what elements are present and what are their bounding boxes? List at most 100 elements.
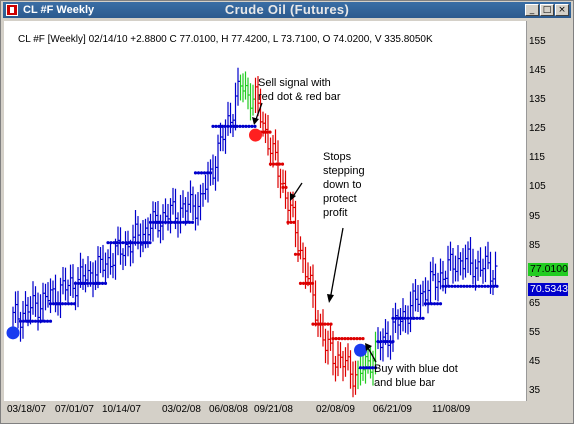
stop-dot-blue bbox=[244, 124, 248, 128]
stop-dot-blue bbox=[208, 171, 213, 175]
stop-dot-blue bbox=[142, 241, 146, 245]
stop-dot-blue bbox=[483, 284, 487, 288]
stop-dot-blue bbox=[33, 319, 38, 323]
stop-dot-blue bbox=[100, 281, 105, 285]
sell-arrowhead bbox=[252, 117, 259, 125]
minimize-button[interactable]: _ bbox=[525, 4, 539, 16]
stop-dot-blue bbox=[121, 241, 125, 245]
stop-dot-red bbox=[331, 337, 335, 341]
stop-dot-blue bbox=[379, 339, 383, 344]
stop-dot-red bbox=[274, 162, 279, 166]
buy-signal-dot bbox=[354, 343, 367, 357]
stop-dot-blue bbox=[88, 281, 93, 285]
stop-dot-blue bbox=[91, 281, 96, 285]
stop-dot-blue bbox=[39, 319, 44, 323]
stop-dot-blue bbox=[406, 316, 410, 320]
stop-dot-red bbox=[286, 220, 290, 224]
close-button[interactable]: × bbox=[555, 4, 569, 16]
stop-dot-blue bbox=[54, 302, 59, 306]
chart-title: Crude Oil (Futures) bbox=[224, 2, 350, 17]
stop-dot-blue bbox=[148, 241, 152, 245]
y-tick-label: 125 bbox=[529, 123, 546, 135]
stop-dot-blue bbox=[69, 302, 74, 306]
stop-dot-blue bbox=[429, 302, 434, 306]
x-tick-label: 02/08/09 bbox=[316, 404, 355, 415]
stop-dot-blue bbox=[450, 284, 454, 288]
stop-dot-blue bbox=[226, 124, 230, 128]
stop-dot-red bbox=[326, 322, 330, 326]
stop-dot-blue bbox=[97, 281, 102, 285]
stop-dot-red bbox=[346, 337, 350, 341]
stop-dot-red bbox=[281, 185, 285, 190]
stop-dot-blue bbox=[112, 241, 116, 245]
stop-dot-red bbox=[304, 281, 309, 285]
stop-dot-blue bbox=[163, 220, 168, 224]
stop-dot-blue bbox=[48, 319, 53, 323]
stop-dot-blue bbox=[18, 319, 23, 323]
stop-dot-blue bbox=[154, 220, 159, 224]
buy-signal-dot bbox=[6, 326, 20, 340]
stop-dot-blue bbox=[403, 316, 407, 320]
app-icon bbox=[6, 4, 18, 16]
stop-dot-blue bbox=[423, 302, 428, 306]
stop-dot-blue bbox=[130, 241, 134, 245]
stop-dot-blue bbox=[205, 171, 210, 175]
y-tick-label: 105 bbox=[529, 181, 546, 193]
stop-dot-blue bbox=[79, 281, 84, 285]
stop-dot-red bbox=[265, 130, 269, 134]
stop-dot-blue bbox=[148, 220, 153, 224]
stop-dot-red bbox=[323, 322, 327, 326]
stop-dot-blue bbox=[232, 124, 236, 128]
stop-dot-blue bbox=[133, 241, 137, 245]
stop-dot-blue bbox=[441, 284, 445, 288]
y-tick-label: 135 bbox=[529, 94, 546, 106]
y-tick-label: 145 bbox=[529, 65, 546, 77]
stop-dot-blue bbox=[178, 220, 183, 224]
stop-dot-blue bbox=[223, 124, 227, 128]
y-tick-label: 35 bbox=[529, 385, 541, 396]
stop-dot-blue bbox=[486, 284, 490, 288]
plot-area[interactable] bbox=[4, 21, 527, 401]
stop-dot-red bbox=[352, 337, 356, 341]
stop-dot-blue bbox=[30, 319, 35, 323]
stop-dot-blue bbox=[63, 302, 68, 306]
stop-dot-blue bbox=[253, 124, 257, 128]
stop-dot-blue bbox=[109, 241, 113, 245]
stop-dot-blue bbox=[187, 220, 192, 224]
stop-dot-red bbox=[337, 337, 341, 341]
stop-dot-blue bbox=[459, 284, 463, 288]
stop-dot-blue bbox=[76, 281, 81, 285]
stop-dot-blue bbox=[36, 319, 41, 323]
stop-dot-blue bbox=[73, 281, 78, 285]
stop-dot-red bbox=[262, 130, 266, 134]
y-tick-label: 85 bbox=[529, 239, 541, 251]
stop-dot-red bbox=[268, 130, 272, 134]
stop-dot-blue bbox=[456, 284, 460, 288]
stop-dot-blue bbox=[382, 339, 386, 344]
y-tick-label: 95 bbox=[529, 210, 541, 222]
stop-dot-blue bbox=[376, 339, 380, 344]
stop-dot-blue bbox=[438, 302, 443, 306]
stop-dot-blue bbox=[415, 316, 419, 320]
last-price-tag: 77.0100 bbox=[528, 262, 568, 276]
stop-dot-blue bbox=[94, 281, 99, 285]
stop-dot-blue bbox=[358, 366, 363, 370]
y-tick-label: 65 bbox=[529, 297, 541, 309]
stop-dot-blue bbox=[400, 316, 404, 320]
stop-dot-blue bbox=[444, 284, 448, 288]
stop-dot-blue bbox=[397, 316, 401, 320]
stop-dot-blue bbox=[157, 220, 162, 224]
stop-dot-blue bbox=[477, 284, 481, 288]
stop-dot-blue bbox=[391, 339, 395, 344]
stop-dot-blue bbox=[241, 124, 245, 128]
maximize-button[interactable]: □ bbox=[540, 4, 554, 16]
stop-dot-blue bbox=[480, 284, 484, 288]
stop-dot-blue bbox=[106, 241, 110, 245]
stop-dot-blue bbox=[27, 319, 32, 323]
stop-dot-blue bbox=[217, 124, 221, 128]
stop-dot-red bbox=[314, 322, 318, 326]
stop-dot-red bbox=[334, 337, 338, 341]
buy-arrowhead bbox=[365, 343, 372, 351]
stop-dot-red bbox=[268, 162, 273, 166]
